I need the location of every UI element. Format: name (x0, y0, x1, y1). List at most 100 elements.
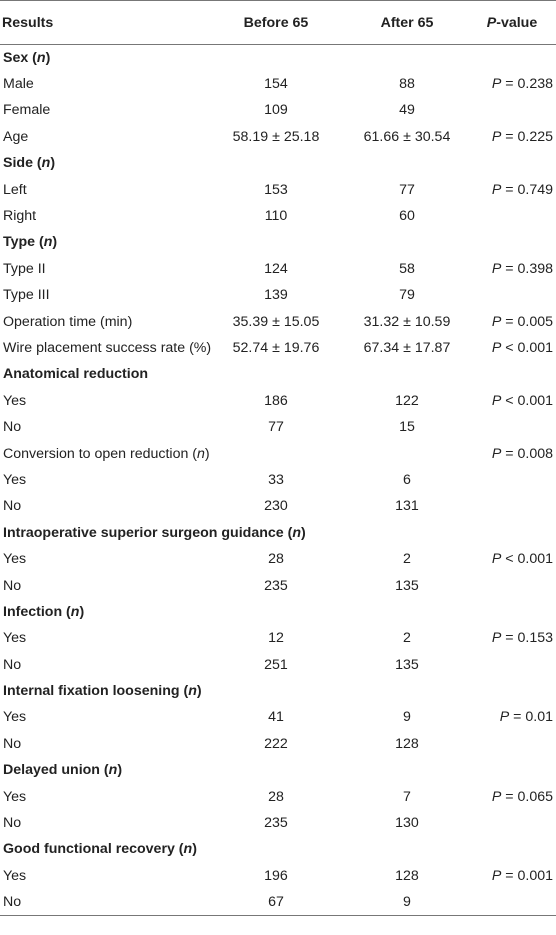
after-65-value: 122 (395, 392, 419, 409)
table-row: Age 58.19 ± 25.18 61.66 ± 30.54 P = 0.225 (0, 124, 556, 150)
table-row: Type II 124 58 P = 0.398 (0, 256, 556, 282)
row-label: Right (0, 203, 206, 229)
before-65-value: 154 (264, 76, 288, 93)
row-label-italic: n (292, 524, 301, 541)
row-label: No (0, 810, 206, 836)
p-value: P < 0.001 (491, 392, 553, 409)
row-label: Female (0, 97, 206, 123)
p-value (468, 414, 556, 440)
row-label-text: Good functional recovery ( (3, 841, 184, 858)
table-row: Yes 28 2 P < 0.001 (0, 546, 556, 572)
row-label: Side (n) (0, 150, 206, 176)
p-value: P < 0.001 (491, 339, 553, 356)
before-65-value: 251 (264, 656, 288, 673)
after-65-value: 79 (399, 287, 415, 304)
row-label-text: Conversion to open reduction ( (3, 445, 198, 462)
before-65-value: 196 (264, 867, 288, 884)
row-label-text: Internal fixation loosening ( (3, 683, 189, 700)
after-65-value: 15 (399, 419, 415, 436)
row-label-text: Female (3, 102, 51, 119)
p-letter: P (491, 76, 502, 93)
row-label-text: Yes (3, 630, 27, 647)
after-65-value (346, 229, 468, 255)
before-65-value: 58.19 ± 25.18 (232, 128, 320, 145)
p-value: P = 0.01 (499, 709, 553, 726)
p-letter: P (491, 339, 502, 356)
p-value (468, 203, 556, 229)
after-65-value (346, 520, 468, 546)
row-label: No (0, 889, 206, 916)
p-value (468, 757, 556, 783)
p-letter: P (491, 313, 502, 330)
table-row: No 222 128 (0, 731, 556, 757)
before-65-value: 222 (264, 735, 288, 752)
table-row: No 67 9 (0, 889, 556, 916)
before-65-value: 153 (264, 181, 288, 198)
row-label-italic: n (183, 841, 193, 858)
header-before-65: Before 65 (206, 0, 346, 45)
row-label: No (0, 572, 206, 598)
row-label: Type III (0, 282, 206, 308)
p-value: P = 0.005 (491, 313, 553, 330)
before-65-value (206, 678, 346, 704)
row-label: Delayed union (n) (0, 757, 206, 783)
row-label-italic: n (108, 762, 118, 779)
after-65-value: 135 (395, 656, 419, 673)
table-row: No 77 15 (0, 414, 556, 440)
table-row: No 235 135 (0, 572, 556, 598)
after-65-value (346, 678, 468, 704)
row-label: No (0, 731, 206, 757)
row-label-text: Yes (3, 392, 27, 409)
before-65-value (206, 440, 346, 466)
row-label-text: No (3, 419, 22, 436)
before-65-value: 124 (264, 260, 288, 277)
row-label: Sex (n) (0, 45, 206, 71)
before-65-value: 77 (268, 419, 284, 436)
row-label-suffix: ) (50, 155, 56, 172)
table-row: Yes 12 2 P = 0.153 (0, 625, 556, 651)
after-65-value: 88 (399, 76, 415, 93)
after-65-value: 67.34 ± 17.87 (363, 339, 451, 356)
p-letter: P (491, 788, 502, 805)
row-label-suffix: ) (45, 49, 51, 66)
table-row: Wire placement success rate (%) 52.74 ± 1… (0, 335, 556, 361)
p-value (468, 836, 556, 862)
after-65-value: 49 (399, 102, 415, 119)
table-row: Male 154 88 P = 0.238 (0, 71, 556, 97)
row-label-text: Type ( (3, 234, 44, 251)
row-label: Yes (0, 388, 206, 414)
before-65-value: 67 (206, 889, 346, 916)
after-65-value: 135 (395, 577, 419, 594)
section-row: Internal fixation loosening (n) (0, 678, 556, 704)
after-65-value: 9 (403, 709, 411, 726)
table-row: No 235 130 (0, 810, 556, 836)
table-row: Yes 41 9 P = 0.01 (0, 704, 556, 730)
row-label-text: Type II (3, 260, 46, 277)
after-65-value: 7 (403, 788, 411, 805)
row-label: Yes (0, 704, 206, 730)
after-65-value (346, 836, 468, 862)
row-label: Yes (0, 863, 206, 889)
p-letter: P (491, 551, 502, 568)
row-label: Good functional recovery (n) (0, 836, 206, 862)
row-label: Yes (0, 467, 206, 493)
row-label-text: No (3, 815, 22, 832)
row-label-text: No (3, 735, 22, 752)
after-65-value: 9 (346, 889, 468, 916)
p-value (468, 361, 556, 387)
p-value (468, 467, 556, 493)
before-65-value: 33 (268, 471, 284, 488)
row-label-text: Sex ( (3, 49, 37, 66)
p-letter: P (491, 181, 502, 198)
table-row: Yes 28 7 P = 0.065 (0, 783, 556, 809)
p-value (468, 229, 556, 255)
before-65-value: 35.39 ± 15.05 (232, 313, 320, 330)
section-row: Type (n) (0, 229, 556, 255)
row-label-suffix: ) (196, 683, 202, 700)
row-label-text: Right (3, 208, 37, 225)
row-label-text: Operation time (min) (3, 313, 133, 330)
p-value: P = 0.749 (491, 181, 553, 198)
table-row: Yes 196 128 P = 0.001 (0, 863, 556, 889)
after-65-value: 2 (403, 630, 411, 647)
before-65-value: 28 (268, 551, 284, 568)
